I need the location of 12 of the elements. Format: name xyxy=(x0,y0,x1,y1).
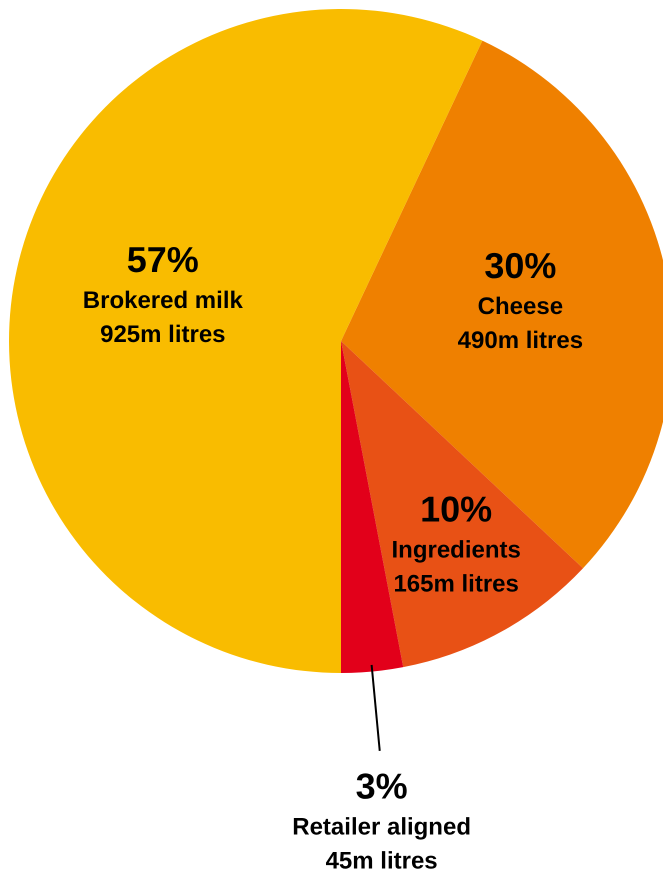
data-label: 3% xyxy=(356,766,408,807)
text: 165m litres xyxy=(393,570,519,598)
data-label: 30% xyxy=(484,244,556,286)
slice-label: Brokered milk xyxy=(82,287,244,314)
text: 490m litres xyxy=(458,326,584,354)
text: 45m litres xyxy=(326,848,438,875)
slice-label: Ingredients xyxy=(391,536,521,564)
slice-label: Cheese xyxy=(478,292,564,320)
data-label: 57% xyxy=(126,239,199,280)
slice-label: Retailer aligned xyxy=(292,814,471,841)
text: 925m litres xyxy=(100,321,226,348)
data-label: 10% xyxy=(420,488,492,530)
